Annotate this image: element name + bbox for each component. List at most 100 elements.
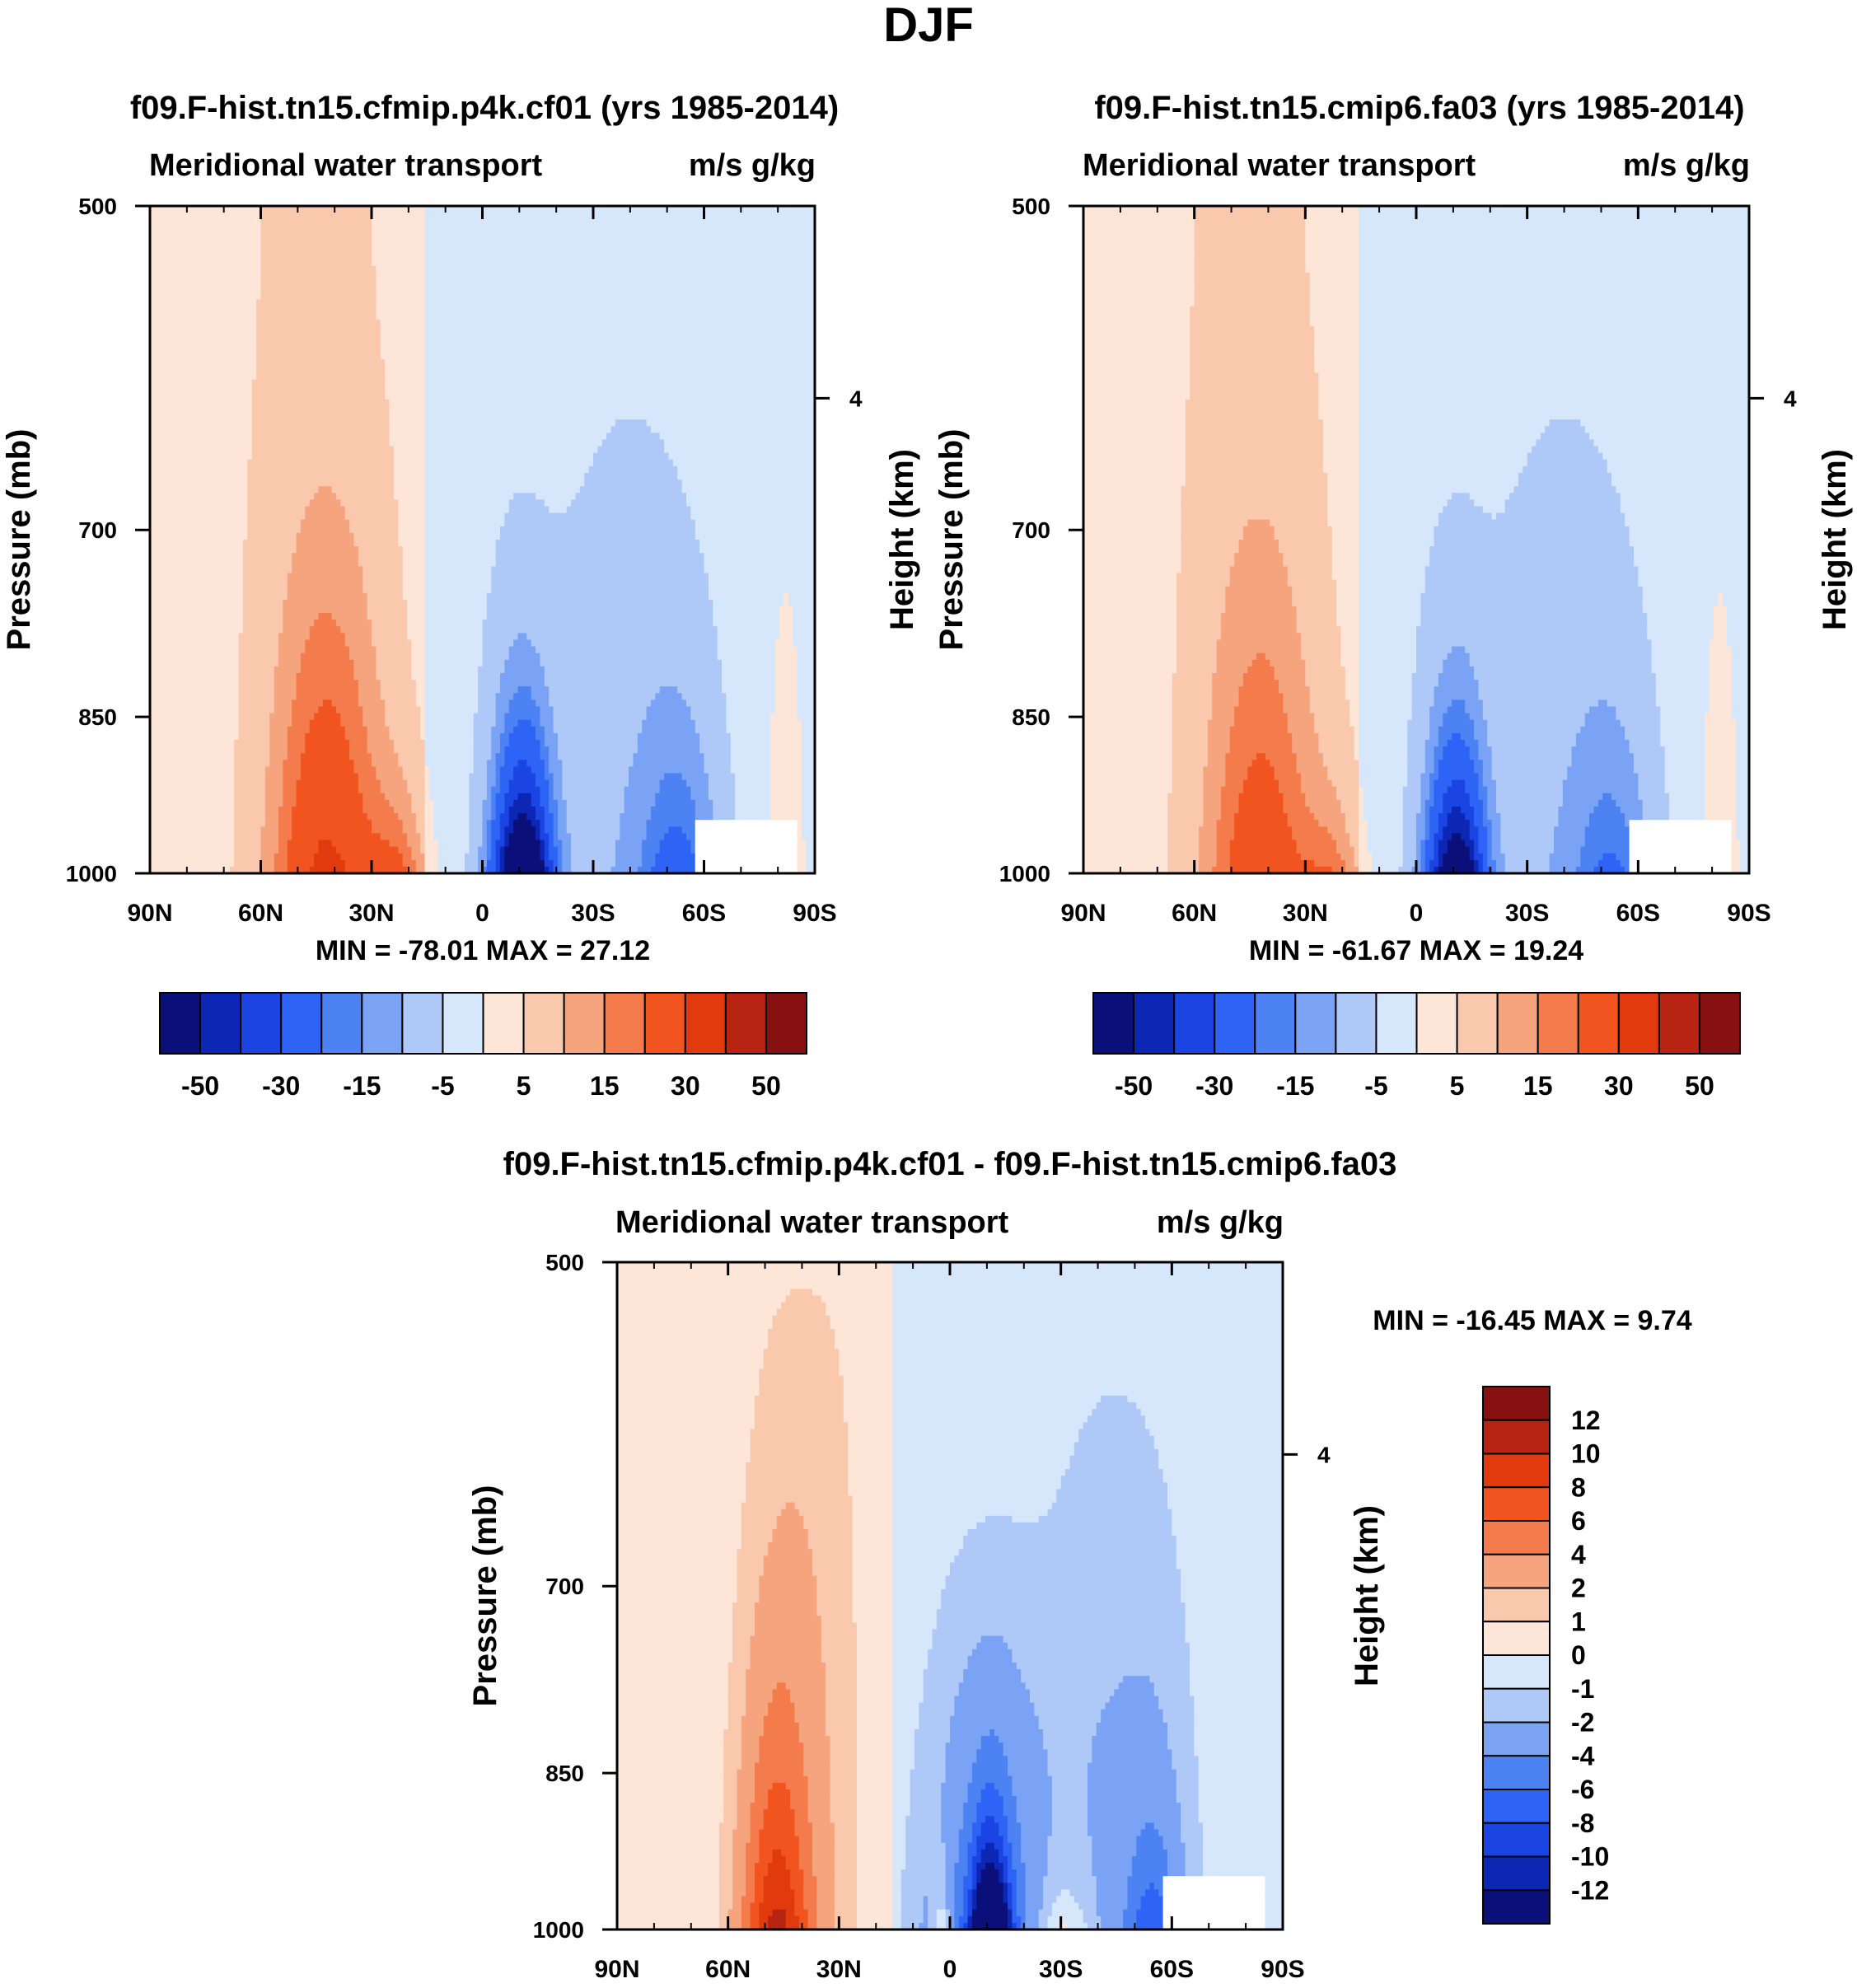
contour-cell — [722, 666, 776, 674]
contour-cell — [372, 246, 426, 254]
contour-cell — [664, 439, 816, 447]
contour-cell — [797, 846, 807, 854]
contour-cell — [1474, 866, 1480, 874]
y-tick-label: 700 — [545, 1574, 584, 1599]
contour-cell — [834, 1855, 858, 1864]
contour-cell — [848, 1429, 893, 1437]
contour-cell — [971, 1769, 1008, 1777]
contour-cell — [980, 1869, 999, 1877]
contour-cell — [1096, 1722, 1168, 1730]
colorbar-label: 0 — [1571, 1640, 1586, 1670]
contour-cell — [1655, 693, 1710, 700]
contour-cell — [1199, 859, 1218, 868]
contour-cell — [349, 746, 368, 754]
contour-cell — [1495, 807, 1559, 814]
contour-cell — [411, 793, 426, 801]
contour-cell — [150, 286, 262, 293]
contour-cell — [1092, 1842, 1137, 1850]
contour-cell — [1478, 753, 1493, 760]
contour-cell — [891, 1575, 947, 1583]
contour-cell — [1220, 813, 1235, 821]
contour-cell — [1012, 1909, 1017, 1917]
contour-cell — [1358, 232, 1750, 241]
contour-cell — [664, 833, 687, 841]
contour-cell — [1194, 1742, 1284, 1750]
contour-cell — [1358, 499, 1448, 508]
contour-cell — [1562, 786, 1639, 794]
contour-cell — [617, 1775, 724, 1784]
contour-cell — [891, 1335, 1284, 1343]
contour-cell — [358, 559, 404, 567]
contour-cell — [891, 1448, 1075, 1457]
contour-cell — [816, 1909, 835, 1917]
contour-cell — [486, 859, 497, 868]
contour-cell — [695, 853, 798, 861]
contour-cell — [976, 1836, 1004, 1844]
contour-cell — [238, 633, 279, 641]
contour-cell — [794, 1829, 813, 1837]
contour-cell — [685, 833, 696, 841]
contour-cell — [754, 1789, 769, 1797]
contour-cell — [1242, 673, 1275, 681]
contour-cell — [994, 1729, 1044, 1737]
contour-cell — [1283, 799, 1306, 807]
contour-cell — [278, 820, 292, 827]
contour-cell — [848, 1462, 893, 1470]
contour-cell — [544, 666, 723, 674]
contour-cell — [768, 1329, 835, 1336]
contour-cell — [260, 259, 372, 267]
contour-cell — [464, 853, 479, 861]
contour-cell — [424, 279, 816, 287]
contour-cell — [491, 573, 709, 581]
contour-cell — [763, 1722, 800, 1730]
contour-cell — [229, 866, 262, 874]
contour-cell — [891, 1756, 915, 1764]
contour-cell — [1491, 846, 1501, 854]
contour-cell — [617, 1321, 774, 1330]
contour-cell — [424, 859, 439, 868]
contour-cell — [531, 719, 541, 727]
contour-cell — [985, 1782, 995, 1790]
contour-cell — [891, 1569, 951, 1577]
contour-cell — [1087, 1789, 1177, 1797]
contour-cell — [566, 813, 620, 821]
contour-cell — [1318, 399, 1359, 407]
contour-cell — [1735, 820, 1750, 827]
contour-cell — [826, 1689, 858, 1697]
contour-cell — [732, 1842, 746, 1850]
contour-cell — [389, 413, 426, 420]
contour-cell — [150, 246, 262, 254]
contour-cell — [617, 1462, 746, 1470]
panel-1-contour-field — [150, 206, 816, 874]
contour-cell — [517, 719, 532, 727]
contour-cell — [1287, 713, 1315, 721]
contour-cell — [309, 719, 341, 727]
contour-cell — [234, 773, 266, 781]
contour-cell — [1358, 653, 1417, 661]
contour-cell — [1203, 1836, 1284, 1844]
contour-cell — [1358, 546, 1430, 554]
contour-cell — [891, 1915, 902, 1924]
contour-cell — [723, 1762, 742, 1770]
contour-cell — [797, 706, 816, 714]
contour-cell — [1198, 1803, 1284, 1810]
contour-cell — [1358, 540, 1435, 547]
contour-cell — [839, 1355, 893, 1364]
colorbar-box — [1482, 1587, 1551, 1623]
contour-cell — [1083, 753, 1173, 760]
contour-cell — [1078, 1429, 1150, 1437]
contour-cell — [242, 566, 292, 574]
contour-cell — [723, 1742, 742, 1750]
contour-cell — [1434, 793, 1443, 801]
contour-cell — [1287, 573, 1333, 581]
contour-cell — [1234, 719, 1289, 727]
contour-cell — [486, 820, 492, 827]
contour-cell — [704, 753, 732, 760]
contour-cell — [746, 1489, 849, 1497]
contour-cell — [958, 1849, 969, 1857]
contour-cell — [1060, 1889, 1071, 1897]
contour-cell — [999, 1822, 1008, 1831]
contour-cell — [242, 553, 292, 560]
contour-cell — [544, 807, 550, 814]
contour-cell — [1660, 732, 1705, 741]
